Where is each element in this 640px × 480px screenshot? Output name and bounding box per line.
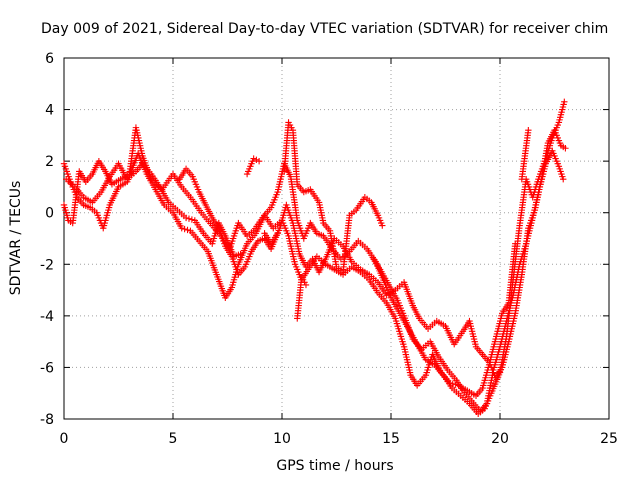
data-point (561, 98, 568, 106)
series-track-1 (60, 98, 568, 418)
data-point (449, 380, 456, 387)
data-point (302, 281, 310, 289)
x-axis-label: GPS time / hours (276, 458, 393, 474)
data-points (60, 98, 569, 418)
x-tick-label: 15 (382, 431, 400, 447)
data-point (250, 155, 257, 162)
x-tick-label: 25 (600, 431, 618, 447)
y-tick-label: 2 (45, 154, 54, 170)
data-point (181, 225, 188, 233)
data-point (185, 215, 193, 222)
data-point (562, 145, 569, 152)
y-tick-label: -2 (40, 257, 54, 273)
series-track-6 (294, 147, 567, 415)
data-point (184, 226, 191, 234)
data-point (237, 250, 244, 258)
x-tick-label: 20 (491, 431, 509, 447)
y-axis-label: SDTVAR / TECUs (8, 181, 24, 296)
chart-title: Day 009 of 2021, Sidereal Day-to-day VTE… (41, 21, 608, 37)
data-point (188, 216, 196, 223)
y-tick-label: 0 (45, 206, 54, 222)
data-point (379, 222, 386, 229)
plot-frame (63, 57, 610, 420)
series-track-2 (60, 127, 532, 399)
y-tick-label: -8 (40, 412, 54, 428)
data-point (182, 214, 190, 222)
data-point (512, 240, 519, 247)
data-point (560, 175, 567, 183)
data-point (446, 379, 454, 387)
y-tick-label: 6 (45, 51, 54, 67)
data-point (255, 157, 263, 165)
y-tick-label: 4 (45, 103, 54, 119)
x-tick-label: 0 (60, 431, 69, 447)
y-tick-label: -4 (40, 309, 54, 325)
axis-ticks: 0 5 10 15 20 25 -8 -6 -4 -2 0 2 4 6 (40, 51, 618, 447)
x-tick-label: 5 (169, 431, 178, 447)
data-point (253, 156, 260, 164)
data-point (178, 224, 185, 232)
x-tick-label: 10 (273, 431, 291, 447)
y-tick-label: -6 (40, 360, 54, 376)
data-point (525, 127, 532, 134)
